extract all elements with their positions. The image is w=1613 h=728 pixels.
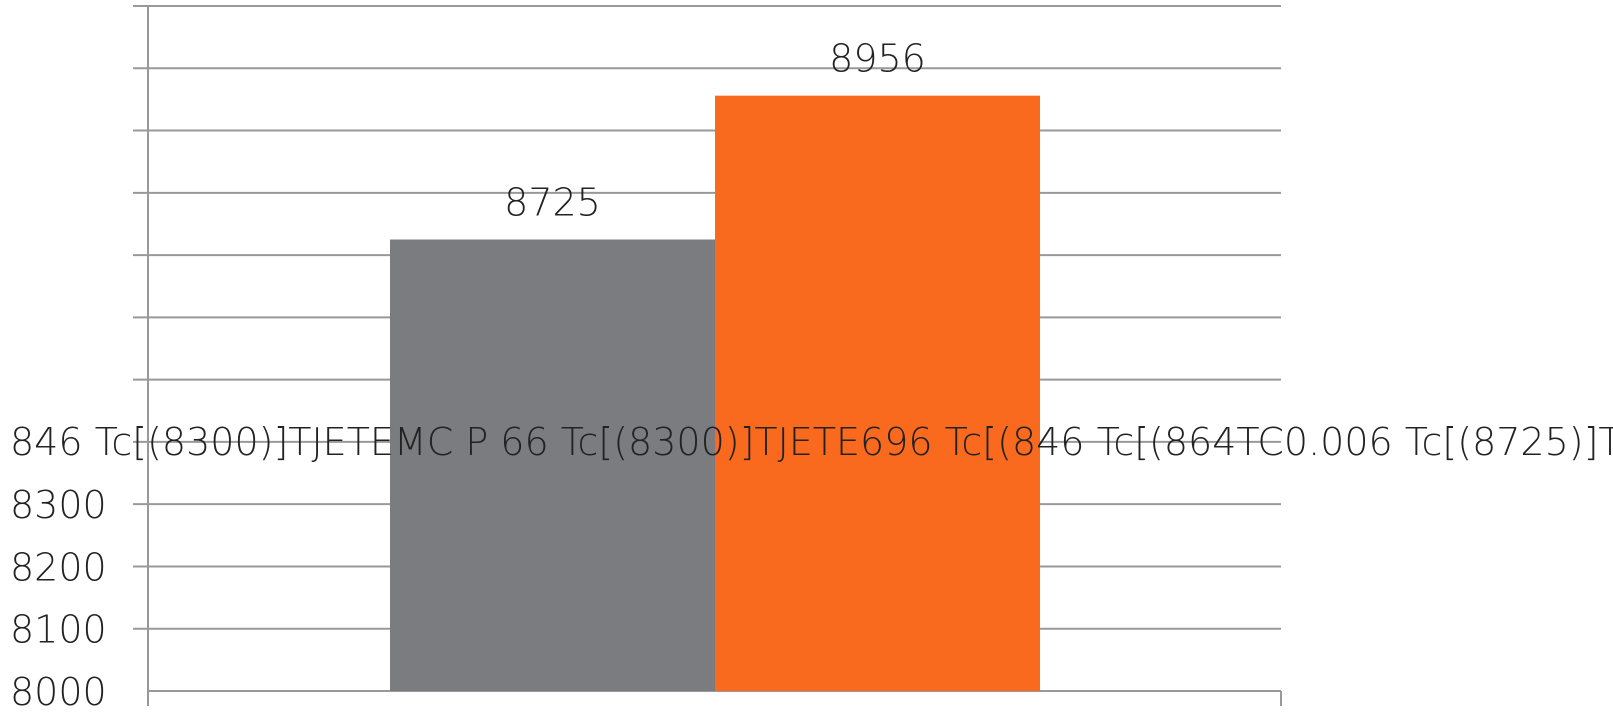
bar [390, 239, 715, 692]
y-tick-label: 8100 [10, 608, 107, 652]
bars [390, 95, 1040, 692]
data-label: 8725 [504, 181, 601, 225]
data-label: 8956 [829, 37, 926, 81]
data-labels: 8725 8956 [504, 37, 926, 225]
y-tick-label: 8200 [10, 545, 107, 589]
overlay-artifact-text: 846 Tc[(8300)]TJETEMC P 66 Tc[(8300)]TJE… [10, 420, 1613, 464]
y-tick-labels: 8000 8100 8200 8300 [10, 483, 107, 714]
y-tick-label: 8300 [10, 483, 107, 527]
bar [715, 95, 1040, 691]
y-tick-label: 8000 [10, 670, 107, 714]
